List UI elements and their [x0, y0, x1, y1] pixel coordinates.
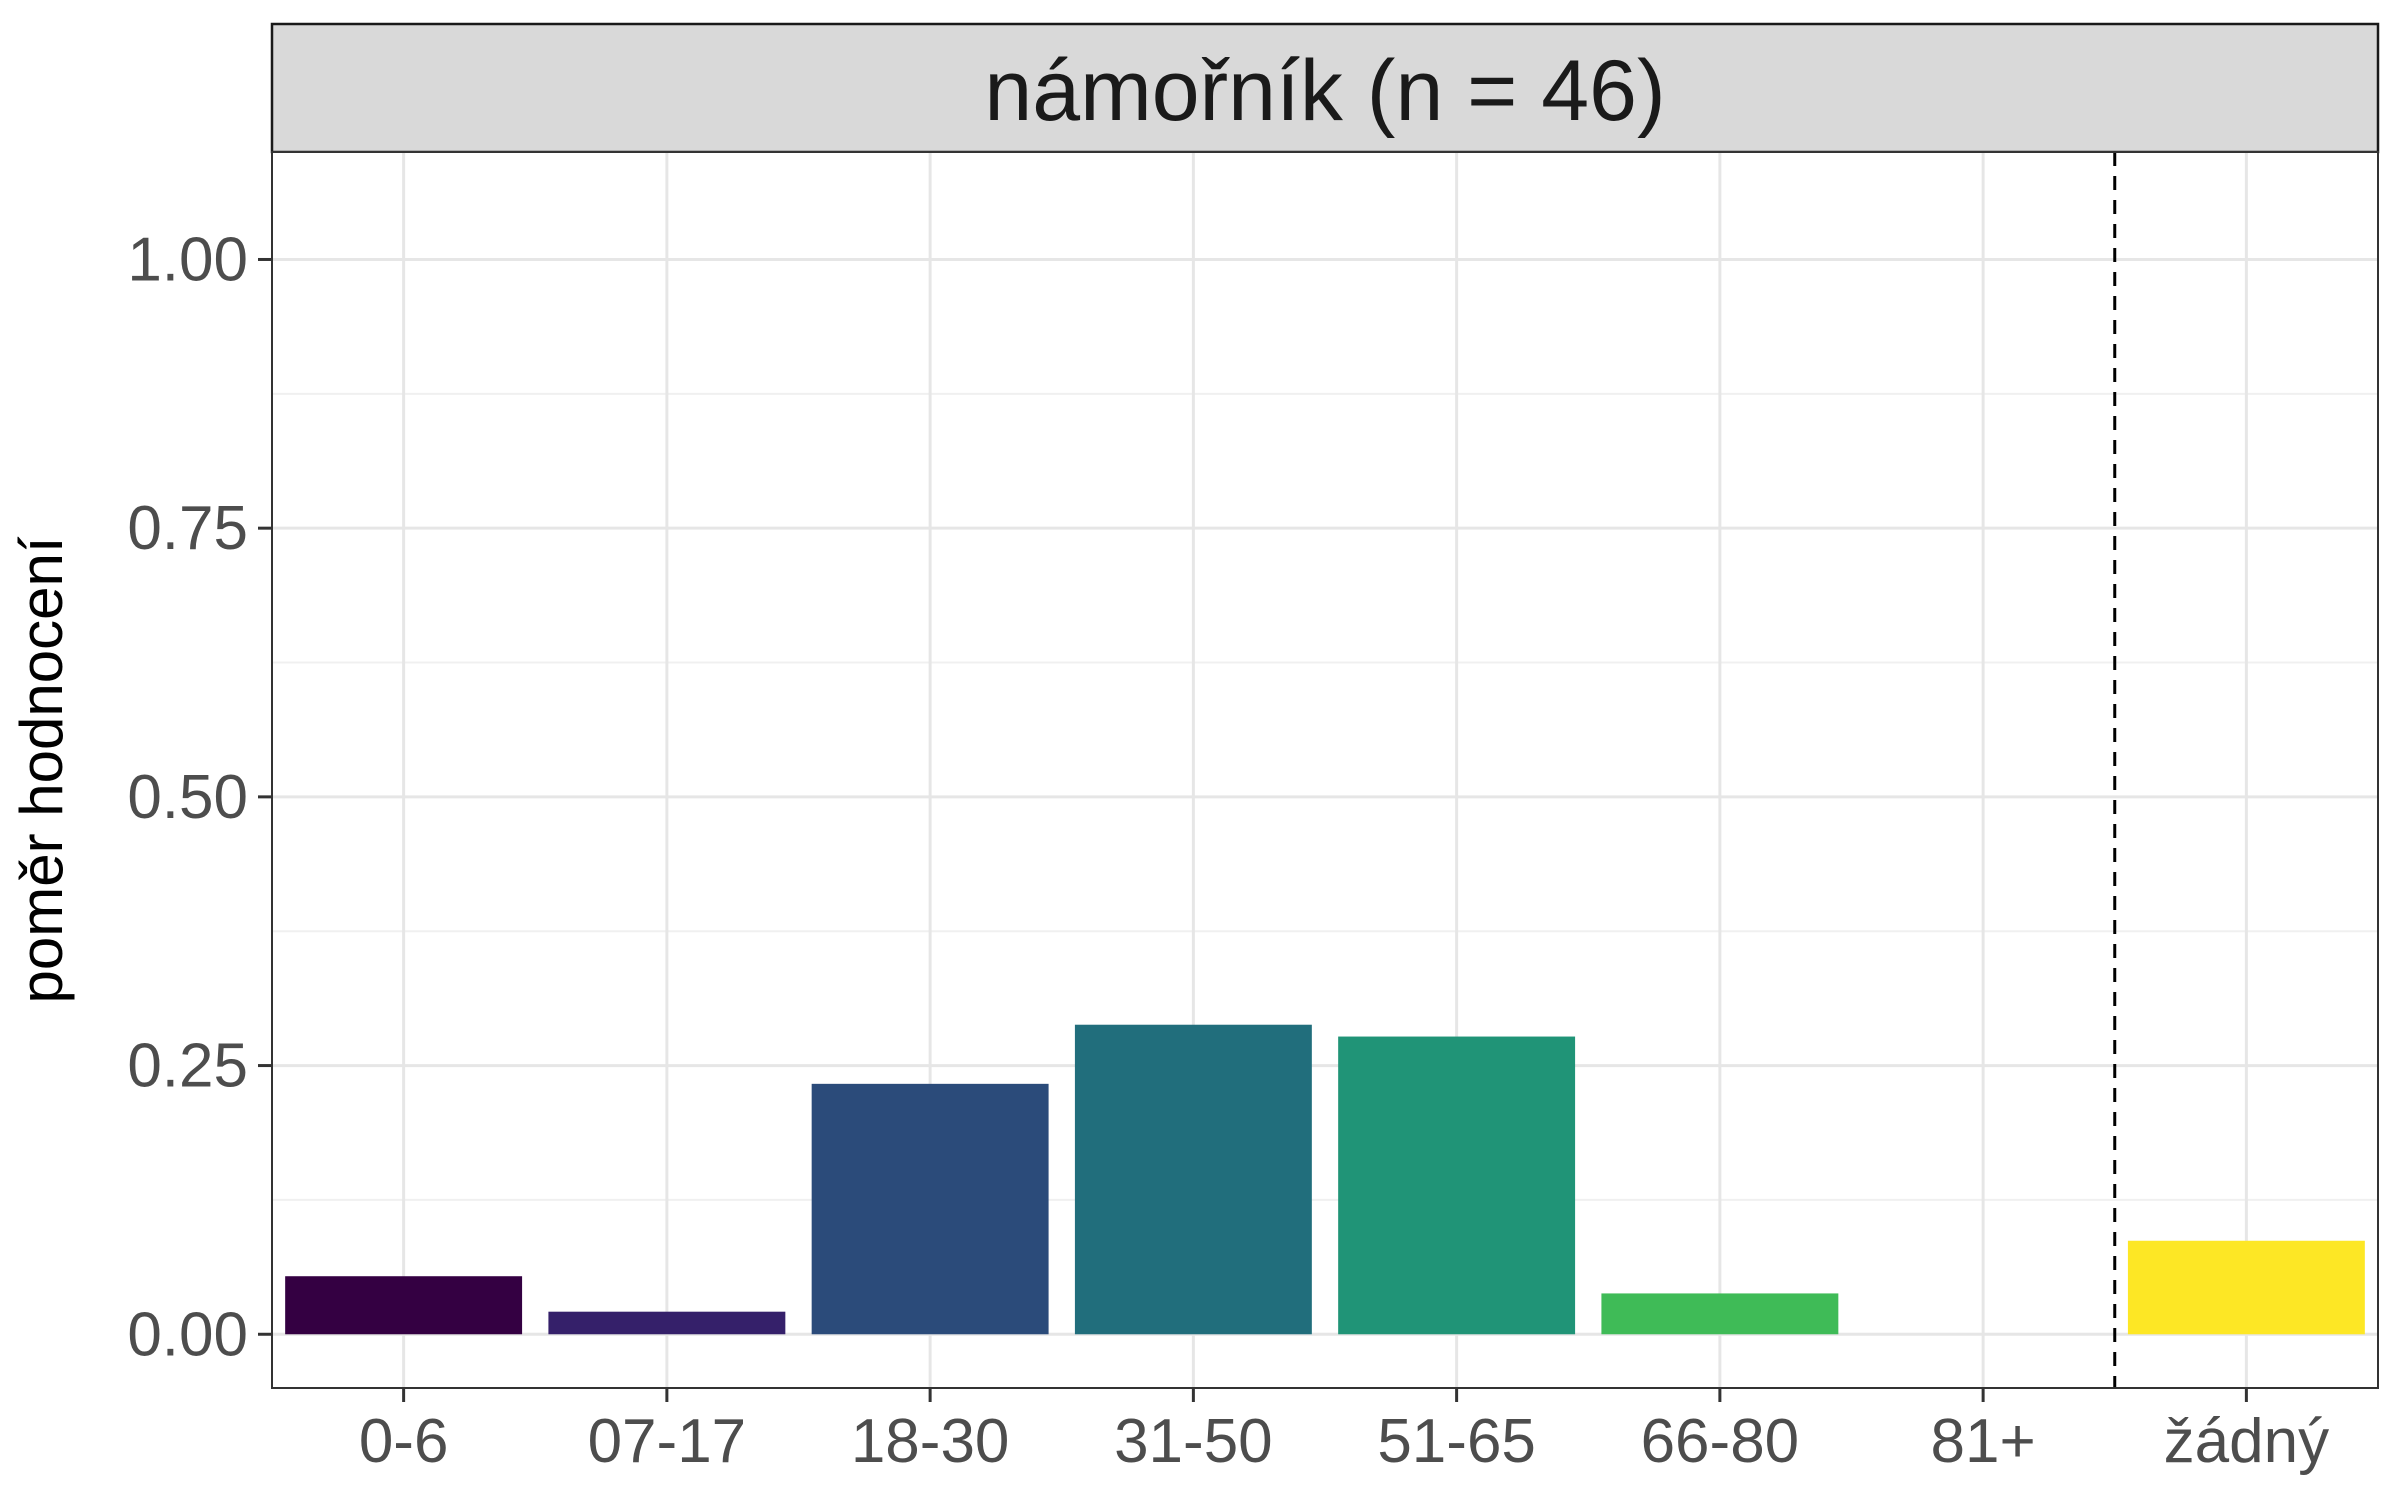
x-tick-label: 18-30: [851, 1407, 1010, 1476]
bar-0-6: [285, 1276, 523, 1335]
bar-31-50: [1074, 1024, 1312, 1335]
y-axis-title: poměr hodnocení: [8, 536, 75, 1003]
x-tick-label: 07-17: [588, 1407, 747, 1476]
x-tick-label: 31-50: [1114, 1407, 1273, 1476]
chart-title: námořník (n = 46): [984, 43, 1665, 139]
x-tick-label: žádný: [2164, 1407, 2329, 1476]
y-tick-label: 1.00: [127, 225, 248, 294]
facet-strip: [270, 22, 2380, 154]
bars: [285, 1024, 2365, 1335]
x-tick-label: 51-65: [1377, 1407, 1536, 1476]
grid-major: [272, 257, 2378, 1336]
y-tick-label: 0.50: [127, 763, 248, 832]
y-axis: 0.00 0.25 0.50 0.75 1.00: [127, 225, 272, 1369]
bar-žádný: [2127, 1240, 2365, 1335]
y-tick-label: 0.25: [127, 1032, 248, 1101]
y-tick-label: 0.75: [127, 494, 248, 563]
bar-18-30: [811, 1083, 1049, 1335]
x-tick-label: 0-6: [359, 1407, 449, 1476]
bar-66-80: [1601, 1293, 1839, 1335]
bar-07-17: [548, 1311, 786, 1335]
grid-minor: [272, 392, 2378, 1201]
plot-border: [271, 151, 2379, 1389]
x-axis: 0-6 07-17 18-30 31-50 51-65 66-80 81+ žádný: [359, 1388, 2329, 1476]
x-tick-label: 81+: [1931, 1407, 2036, 1476]
y-tick-label: 0.00: [127, 1300, 248, 1369]
plot-panel: [272, 152, 2378, 1388]
bar-51-65: [1338, 1036, 1576, 1335]
x-tick-label: 66-80: [1641, 1407, 1800, 1476]
